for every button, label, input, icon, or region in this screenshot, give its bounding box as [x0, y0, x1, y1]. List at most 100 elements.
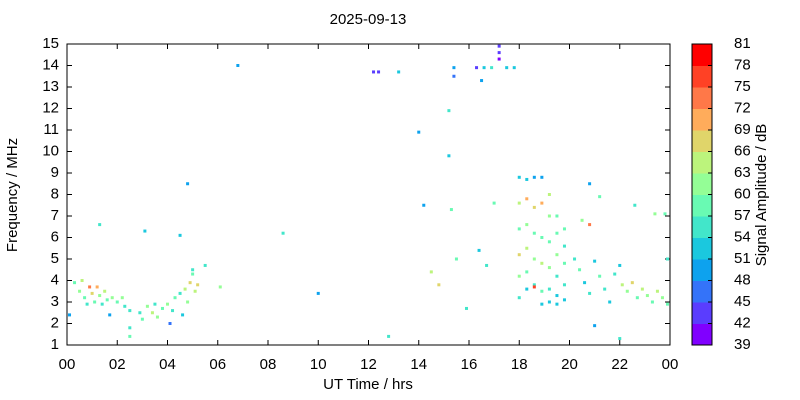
- colorbar-band: [692, 216, 712, 238]
- y-tick-label: 14: [42, 56, 59, 73]
- data-point: [193, 289, 197, 293]
- data-point: [490, 66, 494, 70]
- data-point: [316, 291, 320, 295]
- data-point: [68, 313, 72, 317]
- data-point: [145, 304, 149, 308]
- data-point: [540, 302, 544, 306]
- data-point: [480, 79, 484, 83]
- x-tick-label: 14: [410, 356, 427, 373]
- data-point: [429, 270, 433, 274]
- y-axis-label: Frequency / MHz: [4, 138, 21, 252]
- data-point: [103, 289, 107, 293]
- colorbar-band: [692, 323, 712, 346]
- colorbar-band: [692, 108, 712, 131]
- data-point: [173, 296, 177, 300]
- data-point: [80, 279, 84, 282]
- data-point: [497, 57, 501, 61]
- colorbar-tick-label: 78: [734, 56, 751, 73]
- data-point: [598, 195, 602, 199]
- data-point: [588, 182, 592, 186]
- colorbar-band: [692, 259, 712, 281]
- data-point: [645, 294, 649, 298]
- data-point: [105, 298, 109, 302]
- data-point: [532, 285, 536, 289]
- x-tick-label: 00: [662, 356, 679, 373]
- colorbar-band: [692, 280, 712, 303]
- data-point: [143, 229, 147, 233]
- data-point: [166, 302, 169, 306]
- data-point: [630, 281, 634, 285]
- y-tick-label: 7: [51, 207, 59, 224]
- data-point: [562, 244, 566, 248]
- data-point: [525, 287, 529, 291]
- data-point: [562, 283, 566, 287]
- data-point: [492, 201, 496, 205]
- data-point: [88, 285, 92, 289]
- data-point: [497, 44, 501, 48]
- data-point: [555, 214, 559, 218]
- data-point: [665, 302, 669, 306]
- y-tick-label: 5: [51, 250, 59, 267]
- colorbar-tick-label: 39: [734, 336, 751, 353]
- data-point: [153, 302, 157, 306]
- data-point: [655, 289, 659, 293]
- data-point: [155, 315, 159, 319]
- data-point: [188, 281, 192, 285]
- data-point: [625, 289, 629, 293]
- x-tick-label: 00: [59, 356, 76, 373]
- data-point: [85, 302, 89, 306]
- data-point: [598, 274, 602, 278]
- data-point: [196, 283, 200, 287]
- y-tick-label: 3: [51, 293, 59, 310]
- data-point: [540, 175, 544, 179]
- data-point: [168, 322, 172, 325]
- data-point: [547, 266, 551, 270]
- data-point: [593, 324, 597, 328]
- x-axis-label: UT Time / hrs: [323, 376, 413, 393]
- data-point: [578, 268, 582, 272]
- data-point: [653, 212, 657, 216]
- data-point: [505, 66, 509, 70]
- data-point: [525, 270, 529, 274]
- data-point: [618, 337, 622, 341]
- data-point: [108, 313, 112, 317]
- data-point: [181, 313, 185, 317]
- y-tick-label: 13: [42, 78, 59, 95]
- data-point: [78, 289, 82, 293]
- data-point: [191, 268, 195, 272]
- y-tick-label: 2: [51, 314, 59, 331]
- data-point: [650, 300, 654, 304]
- data-point: [464, 306, 468, 310]
- data-point: [532, 175, 536, 179]
- y-tick-label: 4: [51, 271, 59, 288]
- plot-frame: [66, 43, 671, 346]
- colorbar-tick-label: 75: [734, 78, 751, 95]
- colorbar-tick-label: 63: [734, 164, 751, 181]
- data-point: [236, 64, 240, 67]
- data-point: [517, 175, 521, 179]
- data-point: [437, 283, 441, 287]
- data-point: [525, 246, 529, 250]
- data-point: [583, 281, 587, 285]
- colorbar-tick-label: 54: [734, 228, 751, 245]
- data-point: [178, 233, 182, 237]
- data-point: [547, 240, 551, 244]
- data-point: [635, 296, 639, 300]
- data-point: [663, 212, 667, 216]
- colorbar-tick-label: 45: [734, 293, 751, 310]
- data-point: [372, 70, 376, 74]
- data-point: [532, 283, 536, 287]
- colorbar-band: [692, 44, 712, 66]
- y-tick-label: 1: [51, 336, 59, 353]
- data-point: [203, 263, 207, 267]
- data-point: [186, 300, 190, 304]
- data-point: [171, 309, 175, 313]
- data-point: [540, 236, 544, 239]
- data-point: [482, 66, 486, 70]
- data-point: [191, 272, 195, 276]
- x-tick-label: 18: [511, 356, 528, 373]
- data-point: [100, 302, 104, 306]
- data-point: [186, 182, 190, 186]
- data-point: [613, 272, 617, 276]
